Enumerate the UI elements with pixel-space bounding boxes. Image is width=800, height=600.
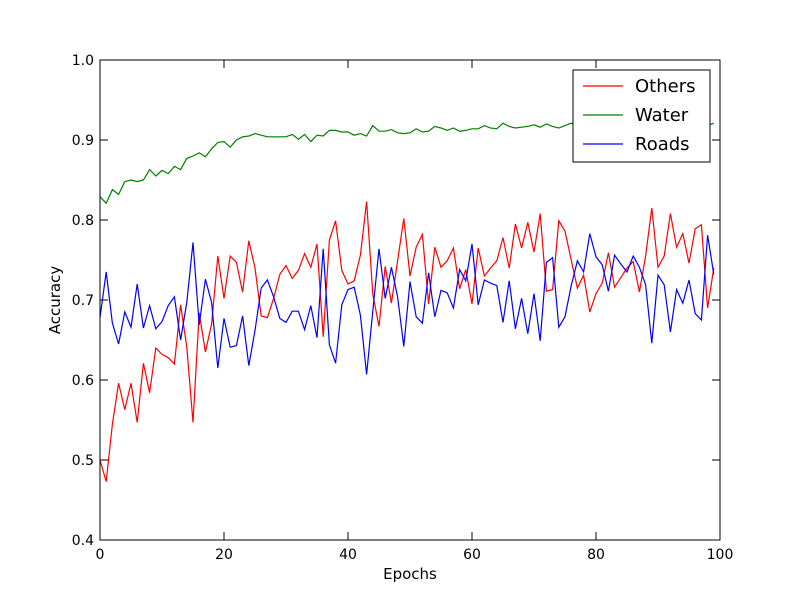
y-tick-label: 0.6 xyxy=(72,373,94,389)
x-axis-title: Epochs xyxy=(383,565,437,583)
y-tick-label: 0.7 xyxy=(72,293,94,309)
x-tick-label: 20 xyxy=(215,547,233,563)
series-line-others xyxy=(99,201,715,482)
legend-box xyxy=(572,69,711,163)
tick-layer xyxy=(99,59,721,541)
legend-label-roads: Roads xyxy=(635,134,690,155)
x-tick-label: 0 xyxy=(96,547,105,563)
x-tick-label: 40 xyxy=(339,547,357,563)
y-tick-label: 0.5 xyxy=(72,453,94,469)
y-tick-label: 0.4 xyxy=(72,533,94,549)
y-tick-label: 0.9 xyxy=(72,133,94,149)
legend: Others Water Roads xyxy=(572,69,711,163)
tick-label-layer: 0 20 40 60 80 100 0.4 0.5 0.6 0.7 0.8 0.9 1.0 xyxy=(72,53,734,563)
y-tick-label: 1.0 xyxy=(72,53,94,69)
legend-label-water: Water xyxy=(635,105,689,126)
y-axis-title: Accuracy xyxy=(46,266,64,335)
x-tick-label: 100 xyxy=(707,547,734,563)
legend-label-others: Others xyxy=(635,76,696,97)
x-tick-label: 60 xyxy=(463,547,481,563)
series-line-roads xyxy=(99,233,715,375)
y-tick-label: 0.8 xyxy=(72,213,94,229)
x-tick-label: 80 xyxy=(587,547,605,563)
series-layer xyxy=(99,121,715,482)
